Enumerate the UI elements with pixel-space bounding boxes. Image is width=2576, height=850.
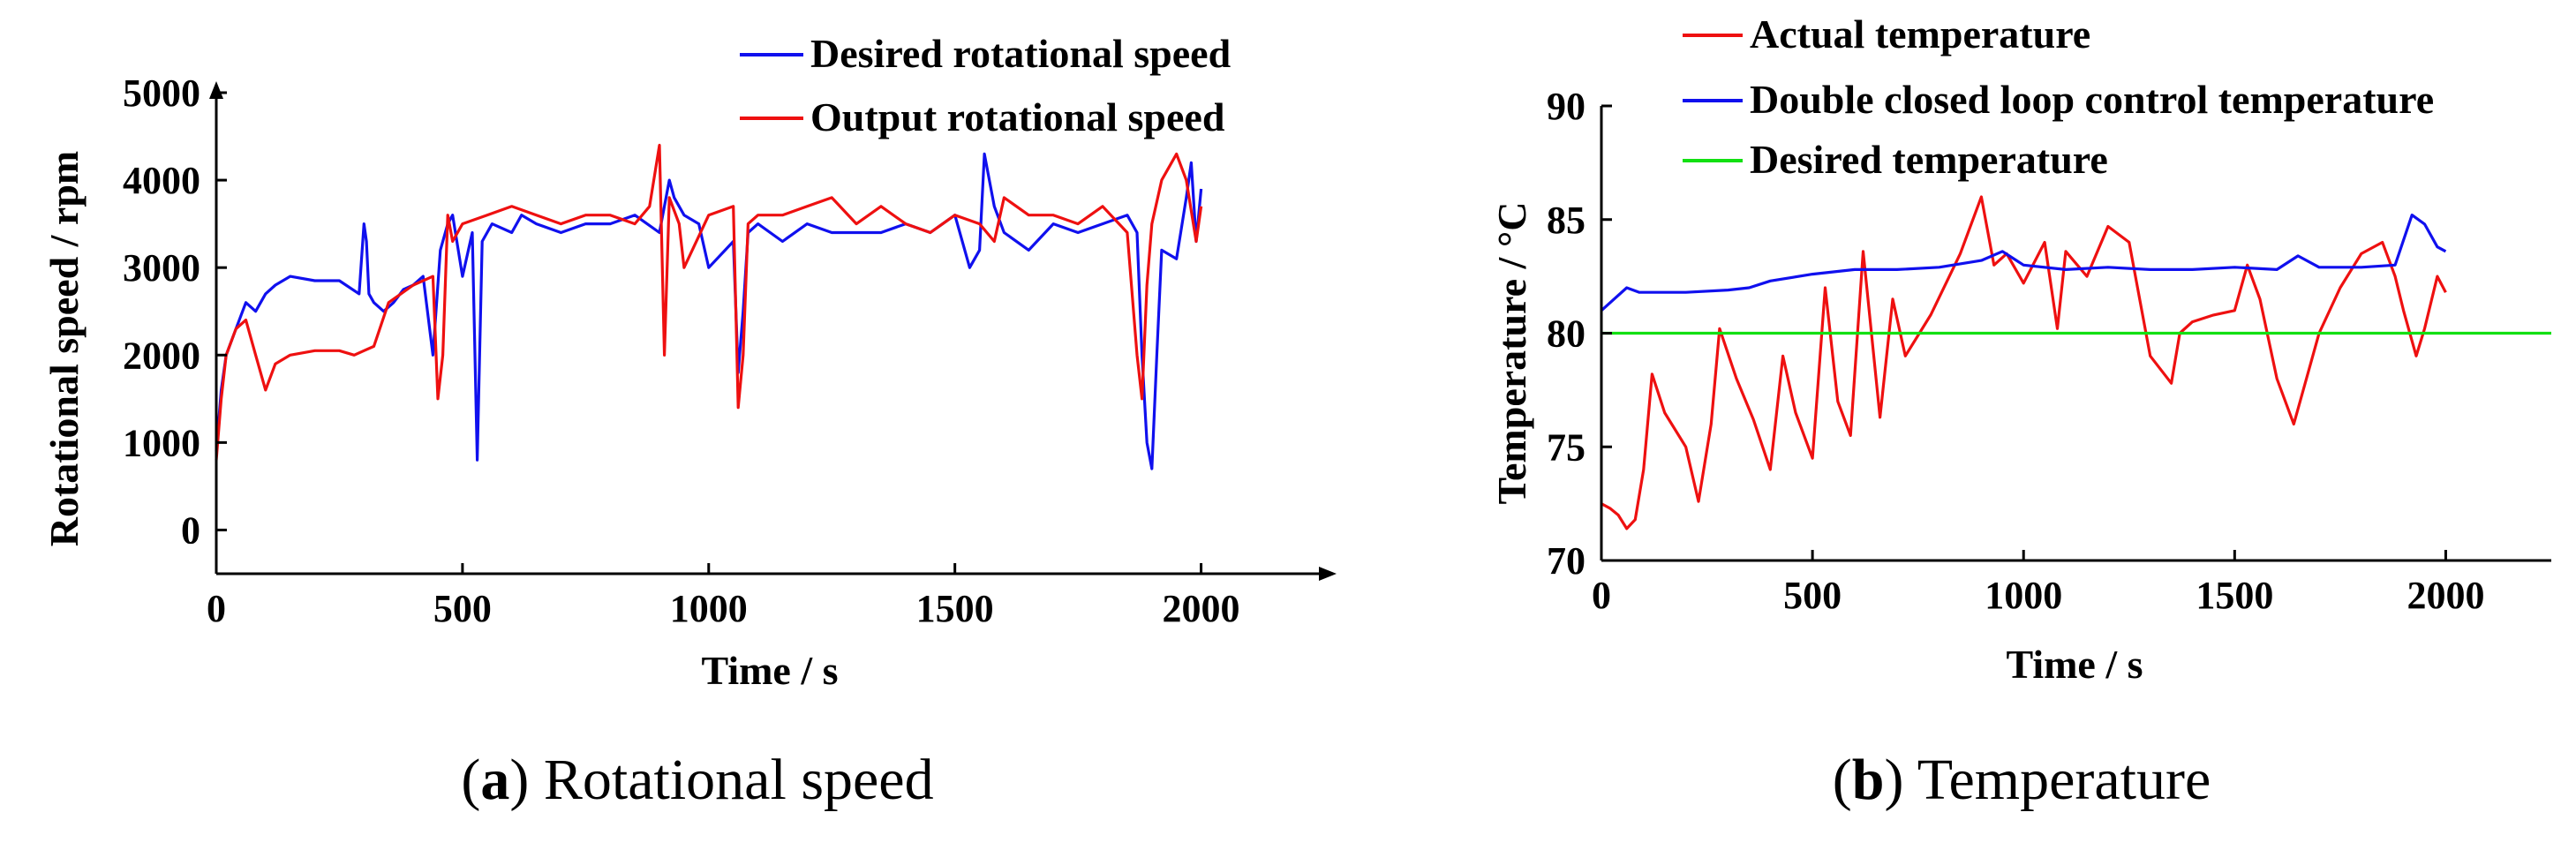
legend-label-desired-temperature: Desired temperature <box>1750 137 2108 182</box>
y-tick-label: 90 <box>1547 85 1586 128</box>
plot-area <box>215 143 1203 470</box>
tick-group: 0 500 1000 1500 2000 70 75 80 85 90 <box>1547 85 2484 617</box>
series-line-desired-rotational-speed <box>215 152 1203 470</box>
y-tick-label: 85 <box>1547 199 1586 242</box>
x-tick-label: 0 <box>207 587 226 630</box>
y-tick-label: 70 <box>1547 539 1586 583</box>
y-tick-label: 2000 <box>123 334 200 377</box>
y-tick-label: 5000 <box>123 71 200 115</box>
y-axis-arrow <box>209 81 223 99</box>
x-tick-label: 500 <box>1783 574 1842 617</box>
caption-letter-b: b <box>1852 748 1885 812</box>
x-tick-label: 2000 <box>1163 587 1240 630</box>
legend: Actual temperature Double closed loop co… <box>1683 11 2434 182</box>
caption-rotational-speed: (a) Rotational speed <box>461 748 933 812</box>
y-tick-label: 4000 <box>123 159 200 202</box>
caption-text-b: Temperature <box>1917 748 2211 812</box>
legend-label-output-speed: Output rotational speed <box>810 94 1225 139</box>
y-axis-label: Rotational speed / rpm <box>41 151 87 547</box>
caption-letter-a: a <box>480 748 509 812</box>
legend-label-double-loop-temperature: Double closed loop control temperature <box>1750 77 2434 122</box>
y-tick-label: 80 <box>1547 312 1586 356</box>
x-tick-label: 1500 <box>916 587 994 630</box>
legend-label-desired-speed: Desired rotational speed <box>810 31 1232 76</box>
y-tick-label: 3000 <box>123 246 200 290</box>
x-tick-label: 0 <box>1592 574 1611 617</box>
x-axis-label: Time / s <box>2006 642 2143 687</box>
series-line-double-closed-loop-control-temperature <box>1600 214 2447 312</box>
y-tick-label: 0 <box>181 508 200 552</box>
panel-temperature: 0 500 1000 1500 2000 70 75 80 85 90 Time / s Temp… <box>1489 11 2551 812</box>
caption-text-a: Rotational speed <box>544 748 934 812</box>
x-tick-label: 1000 <box>670 587 748 630</box>
legend: Desired rotational speed Output rotation… <box>740 31 1232 139</box>
caption-temperature: (b) Temperature <box>1833 748 2211 812</box>
tick-group: 0 500 1000 1500 2000 0 1000 2000 3000 4000 5000 <box>123 71 1240 630</box>
x-tick-label: 2000 <box>2407 574 2484 617</box>
x-axis-arrow <box>1319 567 1337 581</box>
panel-rotational-speed: 0 500 1000 1500 2000 0 1000 2000 3000 4000 5000 Ti… <box>41 31 1337 812</box>
series-line-actual-temperature <box>1601 195 2447 530</box>
y-tick-label: 1000 <box>123 421 200 464</box>
y-axis-label: Temperature / °C <box>1489 202 1534 505</box>
x-axis-label: Time / s <box>701 648 838 693</box>
plot-area <box>1600 195 2551 530</box>
y-tick-label: 75 <box>1547 425 1586 469</box>
x-tick-label: 1500 <box>2196 574 2273 617</box>
x-tick-label: 1000 <box>1985 574 2062 617</box>
x-tick-label: 500 <box>433 587 492 630</box>
series-line-output-rotational-speed <box>215 143 1203 461</box>
legend-label-actual-temperature: Actual temperature <box>1750 11 2090 56</box>
